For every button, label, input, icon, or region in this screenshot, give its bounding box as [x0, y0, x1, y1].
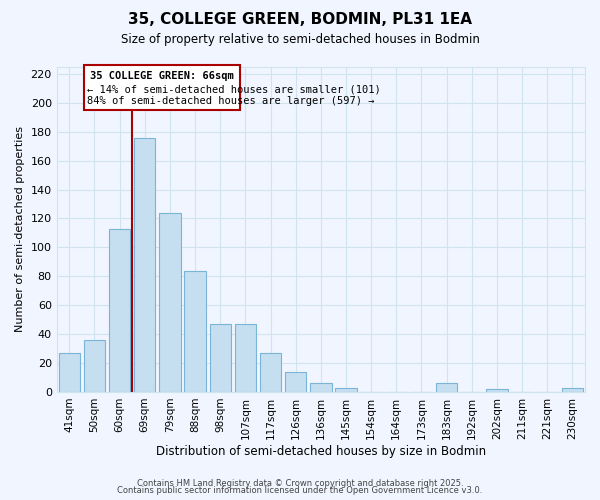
- Bar: [84, 340, 105, 392]
- Text: Contains public sector information licensed under the Open Government Licence v3: Contains public sector information licen…: [118, 486, 482, 495]
- FancyBboxPatch shape: [85, 66, 241, 110]
- Text: 84% of semi-detached houses are larger (597) →: 84% of semi-detached houses are larger (…: [87, 96, 374, 106]
- Bar: [562, 388, 583, 392]
- Text: ← 14% of semi-detached houses are smaller (101): ← 14% of semi-detached houses are smalle…: [87, 84, 380, 94]
- Bar: [486, 389, 508, 392]
- Text: Size of property relative to semi-detached houses in Bodmin: Size of property relative to semi-detach…: [121, 32, 479, 46]
- Bar: [235, 324, 256, 392]
- Text: 35, COLLEGE GREEN, BODMIN, PL31 1EA: 35, COLLEGE GREEN, BODMIN, PL31 1EA: [128, 12, 472, 28]
- Bar: [436, 384, 457, 392]
- Bar: [159, 212, 181, 392]
- Bar: [285, 372, 307, 392]
- Text: 35 COLLEGE GREEN: 66sqm: 35 COLLEGE GREEN: 66sqm: [91, 71, 234, 81]
- Y-axis label: Number of semi-detached properties: Number of semi-detached properties: [15, 126, 25, 332]
- X-axis label: Distribution of semi-detached houses by size in Bodmin: Distribution of semi-detached houses by …: [156, 444, 486, 458]
- Bar: [134, 138, 155, 392]
- Bar: [184, 270, 206, 392]
- Bar: [260, 353, 281, 392]
- Text: Contains HM Land Registry data © Crown copyright and database right 2025.: Contains HM Land Registry data © Crown c…: [137, 478, 463, 488]
- Bar: [59, 353, 80, 392]
- Bar: [209, 324, 231, 392]
- Bar: [310, 384, 332, 392]
- Bar: [335, 388, 356, 392]
- Bar: [109, 228, 130, 392]
